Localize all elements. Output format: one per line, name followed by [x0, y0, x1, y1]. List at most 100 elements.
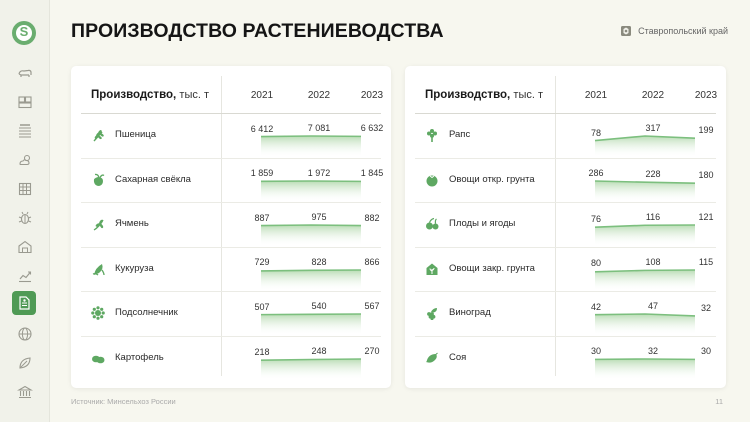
region-name: Ставропольский край — [638, 26, 728, 36]
trend-sparkline — [594, 135, 696, 157]
crop-name: Ячмень — [115, 218, 149, 229]
beet-icon — [93, 173, 105, 186]
sidebar-item-weather[interactable] — [14, 149, 36, 171]
trend-sparkline — [260, 357, 362, 380]
trend-sparkline — [594, 179, 696, 202]
soybean-icon — [426, 352, 438, 363]
trend-sparkline — [260, 224, 362, 246]
trend-line — [260, 268, 362, 272]
table-row[interactable]: Виноград 42 47 32 — [405, 291, 726, 335]
header-unit: тыс. т — [179, 89, 210, 101]
trend-line — [594, 268, 696, 273]
header-metric: Производство, — [425, 89, 511, 101]
trend-area — [261, 358, 361, 380]
sidebar-item-field-rows[interactable] — [14, 120, 36, 142]
field-rows-icon — [19, 124, 31, 138]
trend-area — [595, 136, 695, 157]
crop-name: Подсолнечник — [115, 307, 178, 318]
year-header-2021: 2021 — [584, 90, 608, 101]
crop-name: Картофель — [115, 351, 164, 363]
value-2022: 317 — [645, 123, 661, 133]
sidebar — [0, 0, 50, 422]
value-2022: 116 — [645, 212, 661, 223]
sidebar-item-warehouse[interactable] — [14, 236, 36, 258]
sidebar-item-cow[interactable] — [14, 62, 36, 84]
value-2023: 180 — [698, 169, 714, 180]
value-2021: 42 — [590, 301, 601, 312]
trend-sparkline — [594, 268, 696, 291]
region-label: Ставропольский край — [620, 25, 728, 37]
value-2022: 248 — [311, 345, 327, 356]
year-header-2023: 2023 — [360, 90, 384, 101]
trend-area — [595, 314, 695, 335]
trend-area — [261, 314, 361, 335]
value-2022: 828 — [311, 256, 327, 267]
table-row[interactable]: Кукуруза 729 828 866 — [71, 247, 391, 291]
table-row[interactable]: Картофель 218 248 270 — [71, 336, 391, 380]
trend-sparkline — [260, 268, 362, 291]
greenhouse-icon — [426, 263, 438, 275]
value-2021: 729 — [254, 257, 270, 268]
table-row[interactable]: Сахарная свёкла 1 859 1 972 1 845 — [71, 158, 391, 202]
row-divider — [415, 113, 716, 114]
document-icon — [19, 296, 30, 310]
app-logo[interactable] — [12, 21, 36, 45]
trend-sparkline — [594, 357, 696, 380]
value-2022: 1 972 — [307, 167, 331, 178]
row-divider — [81, 246, 381, 248]
header-metric: Производство, — [91, 89, 177, 101]
value-2022: 540 — [311, 301, 327, 312]
sidebar-item-bug[interactable] — [14, 207, 36, 229]
table-row[interactable]: Подсолнечник 507 540 567 — [71, 291, 391, 335]
table-row[interactable]: Овощи откр. грунта 286 228 180 — [405, 158, 726, 202]
trend-sparkline — [260, 313, 362, 335]
table-row[interactable]: Овощи закр. грунта 80 108 115 — [405, 247, 726, 291]
sidebar-item-globe[interactable] — [14, 323, 36, 345]
value-2021: 887 — [254, 212, 270, 223]
row-divider — [81, 335, 381, 337]
table-row[interactable]: Соя 30 32 30 — [405, 336, 726, 380]
row-divider — [415, 246, 716, 248]
table-row[interactable]: Плоды и ягоды 76 116 121 — [405, 202, 726, 246]
row-divider — [415, 202, 716, 203]
sidebar-item-leaf-coin[interactable] — [14, 352, 36, 374]
rapeseed-icon — [427, 129, 437, 142]
sidebar-item-document[interactable] — [12, 291, 36, 315]
crop-name: Кукуруза — [115, 262, 154, 274]
row-divider — [81, 157, 381, 159]
bank-icon — [17, 385, 33, 399]
region-emblem-icon — [621, 26, 632, 36]
trend-area — [261, 180, 361, 202]
corn-icon — [92, 263, 105, 275]
sidebar-item-grid-table[interactable] — [14, 178, 36, 200]
year-header-2023: 2023 — [694, 90, 718, 101]
table-row[interactable]: Пшеница 6 412 7 081 6 632 — [71, 113, 391, 157]
crop-name: Сахарная свёкла — [115, 173, 191, 185]
row-divider — [415, 335, 716, 337]
trend-area — [595, 269, 695, 291]
value-2023: 270 — [364, 345, 380, 356]
trend-area — [595, 358, 695, 380]
source-note: Источник: Минсельхоз России — [71, 397, 176, 406]
tomato-icon — [426, 175, 438, 186]
trend-sparkline — [260, 179, 362, 202]
berries-icon — [426, 217, 439, 230]
row-divider — [81, 291, 381, 292]
trend-line — [260, 357, 362, 361]
warehouse-icon — [18, 240, 32, 254]
crop-name: Плоды и ягоды — [449, 218, 516, 229]
sidebar-item-growth-chart[interactable] — [14, 265, 36, 287]
trend-area — [261, 269, 361, 291]
page-number: 11 — [715, 397, 723, 406]
trend-area — [595, 180, 695, 202]
value-2023: 199 — [698, 125, 714, 136]
sidebar-item-bank[interactable] — [14, 381, 36, 403]
trend-line — [594, 224, 696, 229]
table-row[interactable]: Ячмень 887 975 882 — [71, 202, 391, 246]
sidebar-item-crates[interactable] — [14, 91, 36, 113]
value-2021: 1 859 — [250, 167, 274, 178]
table-row[interactable]: Рапс 78 317 199 — [405, 113, 726, 157]
trend-line — [594, 135, 696, 142]
value-2021: 6 412 — [250, 123, 274, 134]
value-2023: 882 — [364, 212, 380, 223]
